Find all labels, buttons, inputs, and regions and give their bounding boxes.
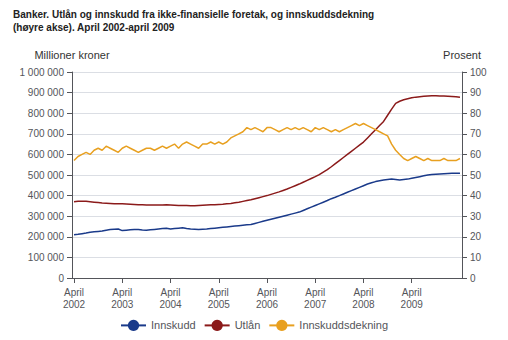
svg-text:20: 20 [470,231,482,242]
svg-text:April: April [305,287,325,298]
svg-text:400 000: 400 000 [28,190,65,201]
svg-text:(høyre akse). April 2002-april: (høyre akse). April 2002-april 2009 [13,22,175,33]
svg-text:800 000: 800 000 [28,108,65,119]
svg-text:1 000 000: 1 000 000 [20,67,65,78]
svg-text:70: 70 [470,128,482,139]
svg-text:2002: 2002 [63,299,86,310]
svg-text:April: April [112,287,132,298]
svg-text:40: 40 [470,190,482,201]
svg-text:500 000: 500 000 [28,170,65,181]
svg-text:Prosent: Prosent [443,49,481,61]
svg-text:300 000: 300 000 [28,211,65,222]
svg-text:2006: 2006 [256,299,279,310]
svg-text:Innskuddsdekning: Innskuddsdekning [299,319,388,331]
svg-text:60: 60 [470,149,482,160]
svg-text:Millioner kroner: Millioner kroner [34,49,110,61]
svg-text:Utlån: Utlån [235,319,261,331]
svg-text:80: 80 [470,108,482,119]
svg-text:April: April [209,287,229,298]
svg-text:0: 0 [58,273,64,284]
svg-text:600 000: 600 000 [28,149,65,160]
svg-text:0: 0 [470,273,476,284]
svg-text:2004: 2004 [159,299,182,310]
svg-text:April: April [64,287,84,298]
svg-text:April: April [353,287,373,298]
svg-text:2007: 2007 [304,299,327,310]
svg-text:2003: 2003 [111,299,134,310]
svg-text:50: 50 [470,170,482,181]
svg-text:2008: 2008 [352,299,375,310]
svg-text:900 000: 900 000 [28,87,65,98]
svg-text:100: 100 [470,67,487,78]
svg-text:700 000: 700 000 [28,128,65,139]
svg-text:30: 30 [470,211,482,222]
svg-text:200 000: 200 000 [28,231,65,242]
svg-text:90: 90 [470,87,482,98]
svg-text:April: April [402,287,422,298]
svg-text:Innskudd: Innskudd [151,319,196,331]
svg-text:April: April [160,287,180,298]
svg-text:10: 10 [470,252,482,263]
svg-text:2005: 2005 [208,299,231,310]
svg-text:2009: 2009 [401,299,424,310]
svg-text:April: April [257,287,277,298]
svg-text:100 000: 100 000 [28,252,65,263]
svg-text:Banker. Utlån og innskudd fra: Banker. Utlån og innskudd fra ikke-finan… [13,9,374,20]
